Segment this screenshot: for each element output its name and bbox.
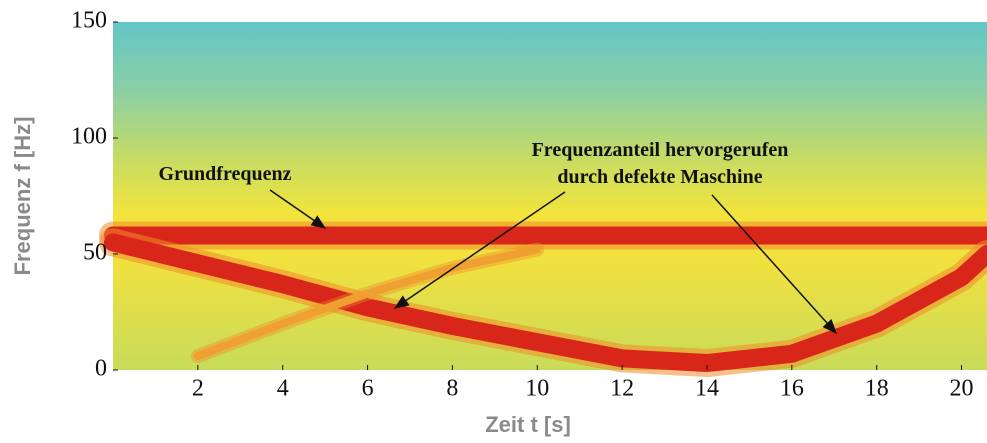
annotation: Frequenzanteil hervorgerufen: [532, 139, 789, 161]
x-tick-label: 10: [525, 376, 549, 402]
x-tick-label: 18: [865, 376, 889, 402]
x-tick-label: 20: [950, 376, 974, 402]
annotation-arrow: [711, 194, 838, 335]
y-tick-label: 0: [95, 356, 107, 382]
x-tick-label: 14: [695, 376, 719, 402]
annotation-arrow: [393, 191, 566, 309]
annotation: durch defekte Maschine: [557, 166, 762, 188]
x-tick-label: 12: [610, 376, 634, 402]
x-axis-label: Zeit t [s]: [485, 412, 571, 437]
ridge: [193, 245, 542, 361]
annotation-arrow: [269, 189, 327, 229]
x-tick-label: 16: [780, 376, 804, 402]
y-tick-label: 150: [71, 8, 107, 34]
plot-background: [113, 22, 987, 370]
x-tick-label: 2: [192, 376, 204, 402]
x-tick-label: 8: [446, 376, 458, 402]
y-tick-label: 50: [83, 240, 107, 266]
x-tick-label: 6: [362, 376, 374, 402]
y-axis-label: Frequenz f [Hz]: [10, 117, 35, 276]
annotation: Grundfrequenz: [159, 163, 292, 185]
x-tick-label: 4: [277, 376, 289, 402]
ridge: [104, 233, 987, 373]
y-tick-label: 100: [71, 124, 107, 150]
